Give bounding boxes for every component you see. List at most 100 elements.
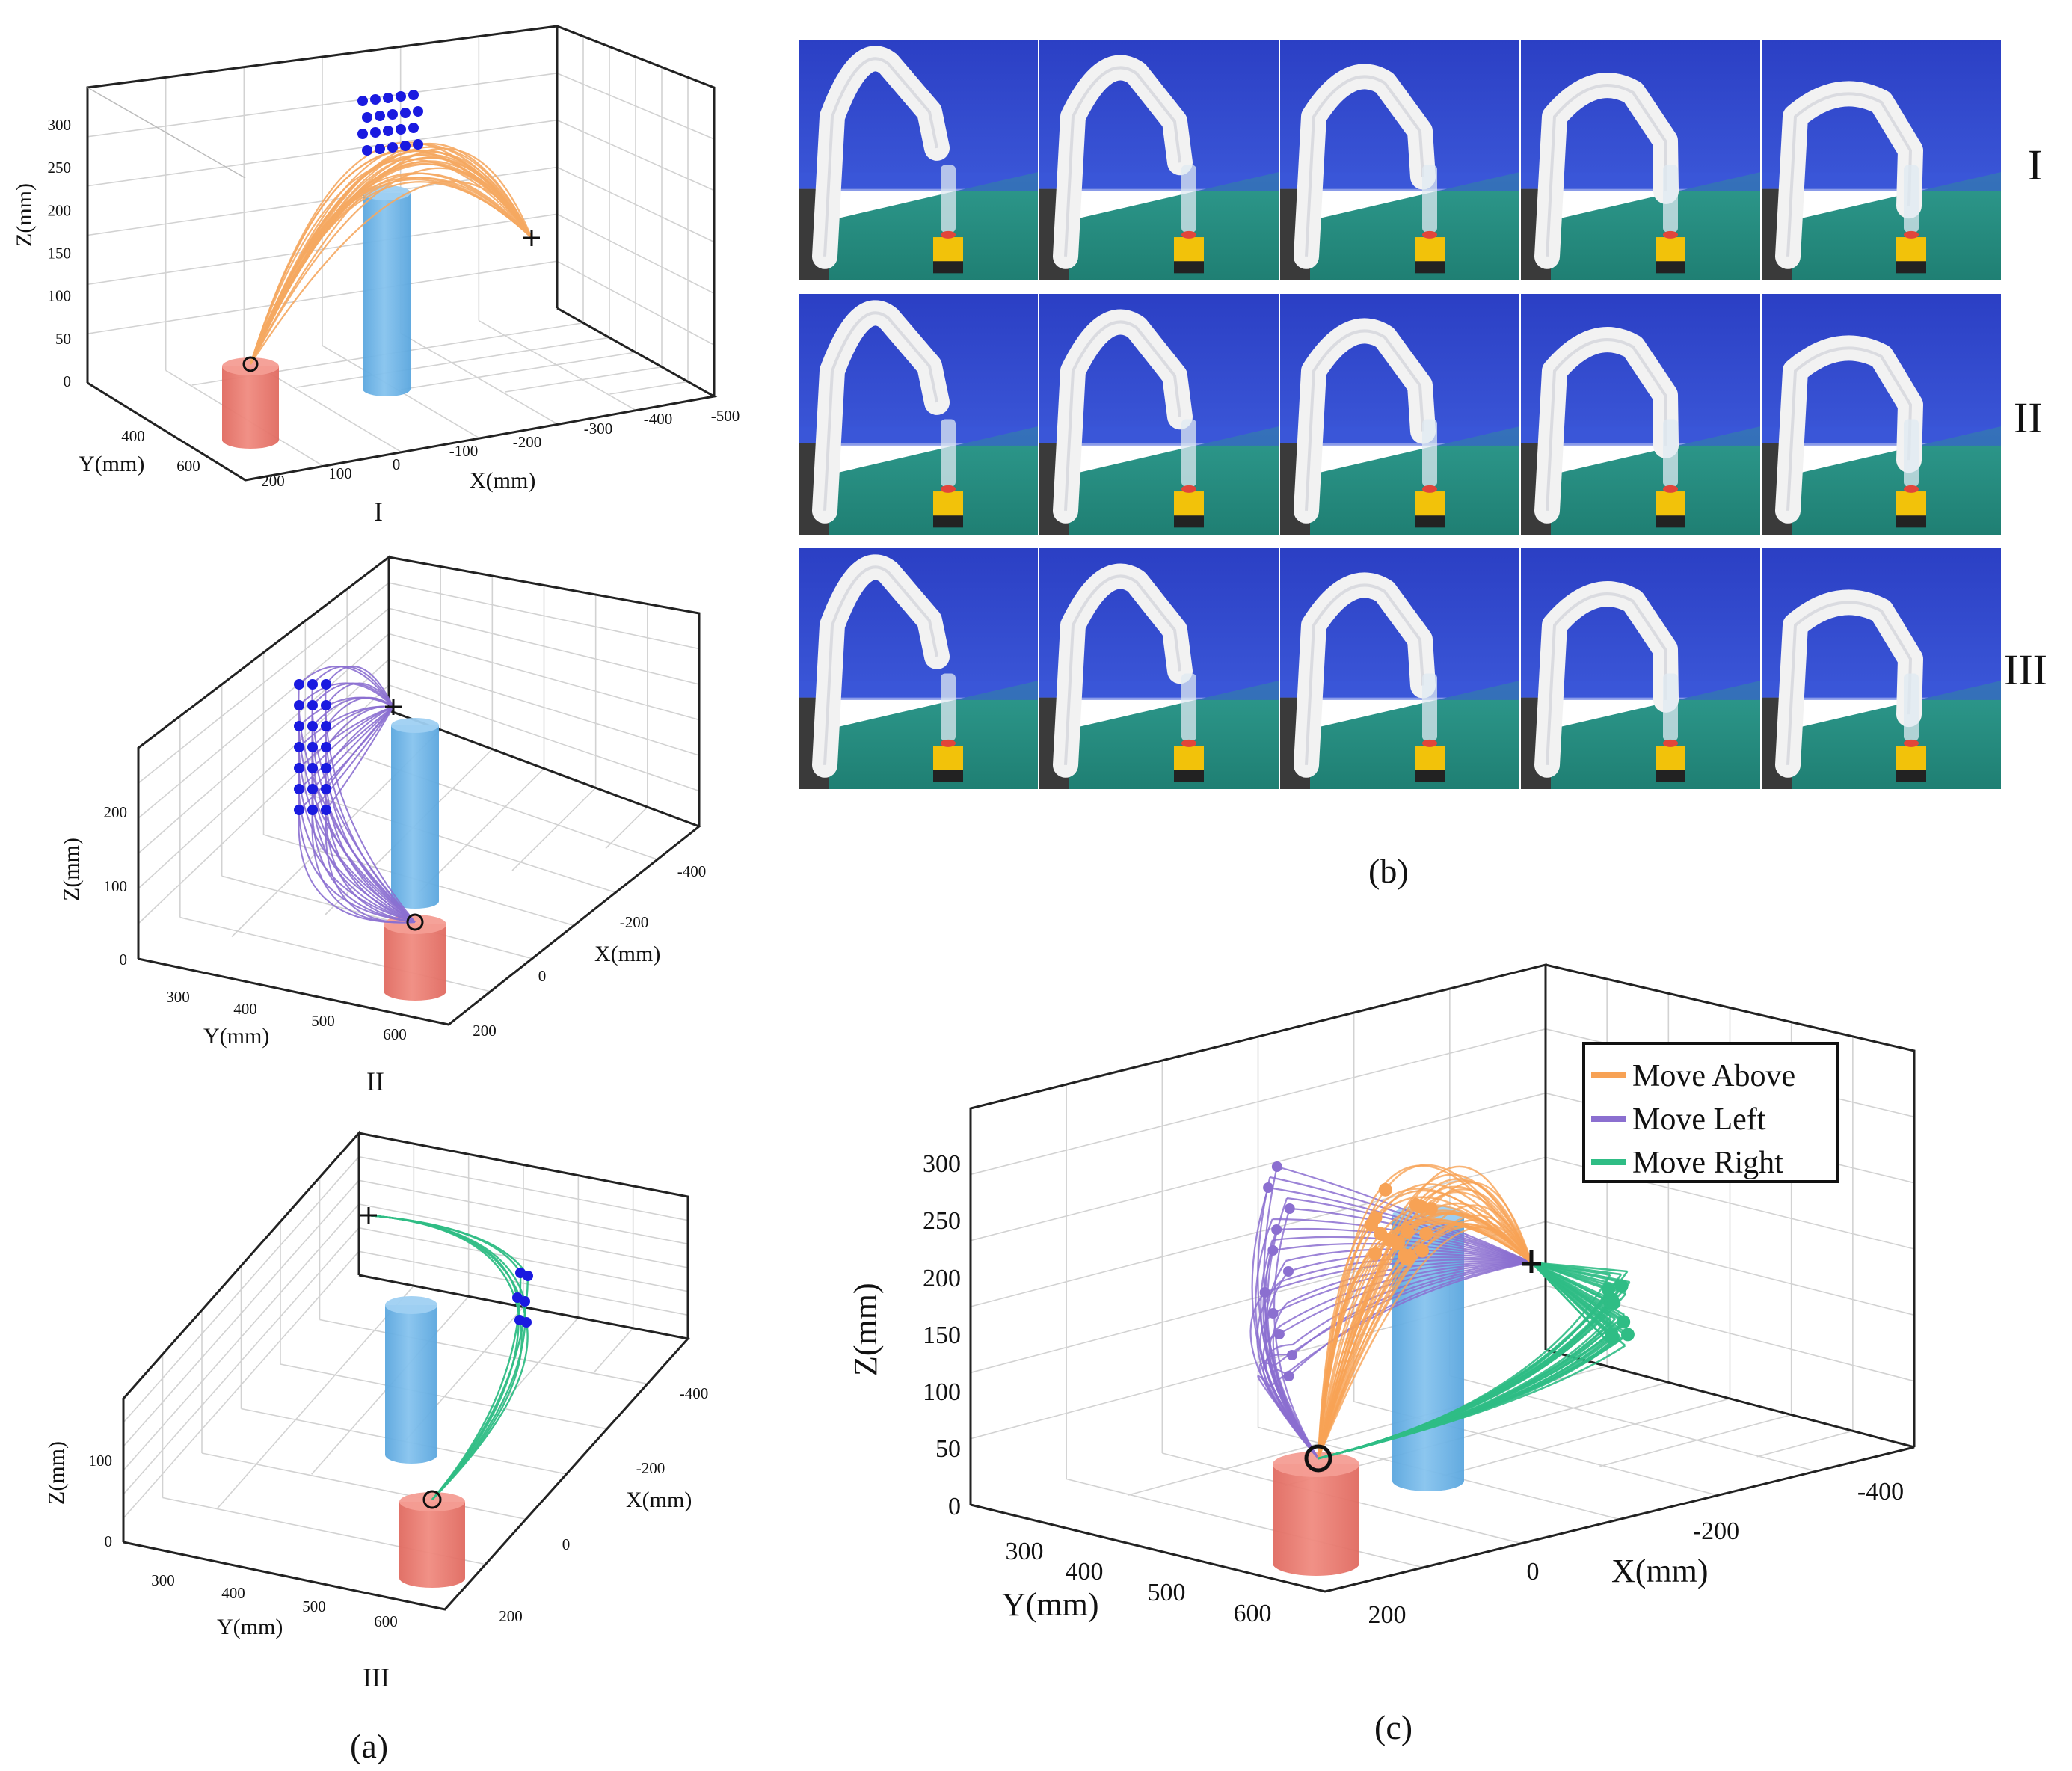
waypoint-marker	[383, 126, 393, 136]
move-above-waypoint	[1401, 1224, 1415, 1239]
plot-c-trajectories	[1249, 1164, 1631, 1460]
waypoint-marker	[307, 721, 318, 731]
plot-II-zlabel: Z(mm)	[59, 838, 84, 901]
move-right-trajectory	[1531, 1261, 1614, 1304]
move-right-trajectory	[1531, 1261, 1612, 1322]
move-above-waypoint	[1399, 1252, 1413, 1266]
trajectory-line	[298, 706, 394, 811]
y-tick-label: 400	[233, 1000, 257, 1018]
trajectory-line	[250, 167, 532, 365]
waypoint-marker	[321, 721, 331, 731]
plot-I: 0 50 100 150 200 250 300 200 100 0 -100 -200 -300 -4…	[12, 25, 740, 527]
robot-photo	[799, 294, 1038, 535]
plot-c-zlabel: Z(mm)	[847, 1283, 884, 1376]
move-above-waypoint	[1391, 1235, 1405, 1249]
robot-photo	[1280, 294, 1519, 535]
waypoint-marker	[413, 106, 423, 117]
move-left-waypoint	[1271, 1224, 1282, 1235]
trajectory-line	[250, 156, 532, 365]
plot-II-goal-marker	[385, 699, 402, 715]
move-above-waypoint	[1368, 1247, 1383, 1261]
move-left-trajectory	[1288, 1253, 1532, 1273]
move-right-trajectory	[1318, 1333, 1629, 1460]
photo-row-label-I: I	[2028, 141, 2042, 189]
waypoint-marker	[396, 124, 406, 135]
move-left-trajectory	[1288, 1261, 1532, 1377]
waypoint-marker	[362, 145, 372, 156]
y-tick-label: 300	[166, 988, 190, 1006]
robot-photo	[1762, 548, 2001, 789]
move-left-trajectory	[1279, 1261, 1532, 1335]
x-tick-label: -500	[711, 407, 740, 425]
x-tick-label: 0	[1527, 1558, 1540, 1586]
plot-c-xlabel: X(mm)	[1611, 1553, 1709, 1589]
robot-photo	[1039, 294, 1279, 535]
move-left-trajectory	[1273, 1261, 1532, 1366]
plot-III-goal-marker	[360, 1207, 377, 1224]
waypoint-marker	[294, 763, 304, 773]
move-left-trajectory	[1276, 1165, 1532, 1264]
plot-III-ylabel: Y(mm)	[217, 1615, 283, 1639]
waypoint-marker	[307, 679, 318, 690]
move-right-trajectory	[1531, 1262, 1612, 1346]
plot-III-xlabel: X(mm)	[626, 1488, 692, 1512]
move-left-waypoint	[1263, 1182, 1274, 1193]
z-tick-label: 0	[105, 1532, 113, 1550]
move-above-trajectory	[1317, 1173, 1533, 1459]
waypoint-marker	[307, 763, 318, 773]
plot-II-box	[137, 554, 702, 1026]
waypoint-marker	[375, 111, 385, 121]
robot-photo	[1521, 548, 1760, 789]
y-tick-label: 600	[383, 1025, 407, 1043]
robot-photo	[799, 40, 1038, 280]
move-left-trajectory	[1267, 1186, 1532, 1264]
z-tick-label: 0	[64, 372, 72, 390]
move-left-waypoint	[1284, 1203, 1295, 1214]
waypoint-marker	[307, 742, 318, 752]
y-tick-label: 500	[1148, 1579, 1186, 1606]
robot-photo	[1280, 548, 1519, 789]
x-tick-label: -400	[677, 862, 707, 880]
move-above-trajectory	[1317, 1182, 1533, 1459]
move-above-trajectory	[1317, 1226, 1533, 1459]
plot-I-xlabel: X(mm)	[470, 468, 535, 493]
plot-II-xlabel: X(mm)	[594, 942, 660, 966]
waypoint-marker	[375, 144, 385, 154]
waypoint-marker	[294, 784, 304, 794]
x-tick-label: 200	[1368, 1601, 1407, 1629]
move-left-waypoint	[1282, 1266, 1294, 1277]
trajectory-line	[325, 682, 394, 708]
z-tick-label: 100	[89, 1452, 113, 1470]
move-left-trajectory	[1273, 1208, 1319, 1459]
plot-c-legend: Move Above Move Left Move Right	[1582, 1042, 1839, 1183]
y-tick-label: 300	[151, 1571, 175, 1589]
trajectory-line	[312, 706, 394, 811]
move-right-trajectory	[1531, 1261, 1626, 1322]
move-left-trajectory	[1272, 1218, 1532, 1264]
move-left-waypoint	[1267, 1308, 1279, 1319]
z-tick-label: 0	[120, 951, 128, 969]
trajectory-line	[298, 705, 416, 923]
waypoint-marker	[321, 784, 331, 794]
waypoint-marker	[408, 90, 419, 100]
legend-label: Move Left	[1632, 1102, 1766, 1137]
plot-I-goal-marker	[523, 230, 540, 246]
waypoint-marker	[370, 127, 381, 138]
waypoint-marker	[400, 141, 411, 151]
waypoint-marker	[370, 94, 381, 105]
move-left-waypoint	[1259, 1287, 1270, 1298]
panel-a-caption: (a)	[350, 1727, 388, 1765]
plot-II-obstacle-cylinder	[391, 718, 439, 909]
move-left-waypoint	[1283, 1371, 1294, 1381]
move-above-trajectory	[1317, 1183, 1532, 1459]
plot-I-waypoints	[357, 90, 423, 156]
robot-photo-grid	[799, 40, 2001, 789]
move-left-trajectory	[1264, 1259, 1532, 1294]
x-tick-label: -200	[636, 1459, 665, 1477]
robot-photo	[799, 548, 1038, 789]
plot-II-start-cylinder	[384, 915, 446, 1001]
plot-II-grid	[138, 566, 700, 992]
move-right-waypoint	[1614, 1279, 1629, 1293]
photo-row-label-II: II	[2014, 393, 2043, 442]
y-tick-label: 600	[176, 457, 200, 475]
